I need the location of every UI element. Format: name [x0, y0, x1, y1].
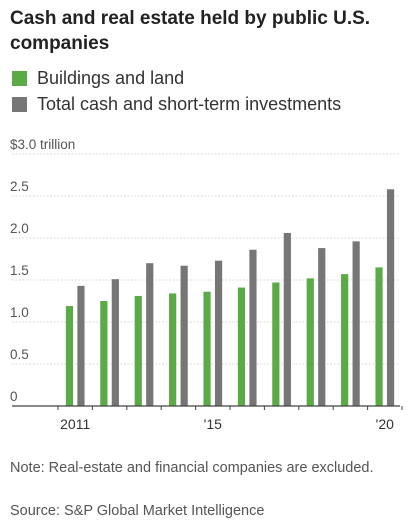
legend-swatch-cash	[12, 97, 27, 112]
y-tick-label: 1.0	[10, 305, 29, 320]
chart-source: Source: S&P Global Market Intelligence	[10, 503, 265, 519]
bar-cash	[111, 279, 119, 406]
bar-buildings	[169, 293, 177, 406]
y-tick-label: 1.5	[10, 263, 29, 278]
bar-buildings	[341, 274, 349, 406]
x-tick-label: '15	[204, 416, 222, 432]
bar-buildings	[100, 301, 108, 406]
y-tick-label: 0	[10, 389, 18, 404]
bar-cash	[146, 263, 154, 406]
legend-label-buildings: Buildings and land	[37, 68, 185, 88]
bar-buildings	[237, 287, 246, 406]
x-tick-label: 2011	[60, 416, 90, 432]
bar-cash	[249, 249, 257, 406]
chart-note: Note: Real-estate and financial companie…	[10, 460, 374, 476]
legend-swatch-buildings	[12, 71, 27, 86]
bar-buildings	[272, 282, 280, 406]
bar-cash	[352, 241, 360, 406]
bar-cash	[318, 248, 326, 406]
y-tick-label: $3.0 trillion	[10, 137, 75, 152]
y-tick-label: 2.5	[10, 179, 29, 194]
bar-buildings	[134, 295, 142, 406]
y-tick-label: 2.0	[10, 221, 29, 236]
legend-label-cash: Total cash and short-term investments	[37, 94, 342, 114]
bar-buildings	[306, 278, 314, 406]
bar-chart: 0 0.5 1.0 1.5 2.0 2.5 $3.0 trillion 2011 '15 '20	[10, 137, 403, 432]
bar-buildings	[203, 291, 211, 406]
chart-title: Cash and real estate held by public U.S.…	[10, 8, 371, 54]
bar-buildings	[375, 267, 383, 406]
bar-cash	[180, 265, 188, 406]
bar-cash	[386, 189, 395, 406]
bar-cash	[283, 232, 291, 406]
legend-item-buildings: Buildings and land	[12, 68, 184, 89]
bar-buildings	[65, 306, 74, 406]
x-tick-label: '20	[376, 416, 394, 432]
bar-cash	[77, 285, 85, 406]
legend-item-cash: Total cash and short-term investments	[12, 94, 341, 115]
y-tick-label: 0.5	[10, 347, 29, 362]
bar-cash	[214, 260, 223, 406]
